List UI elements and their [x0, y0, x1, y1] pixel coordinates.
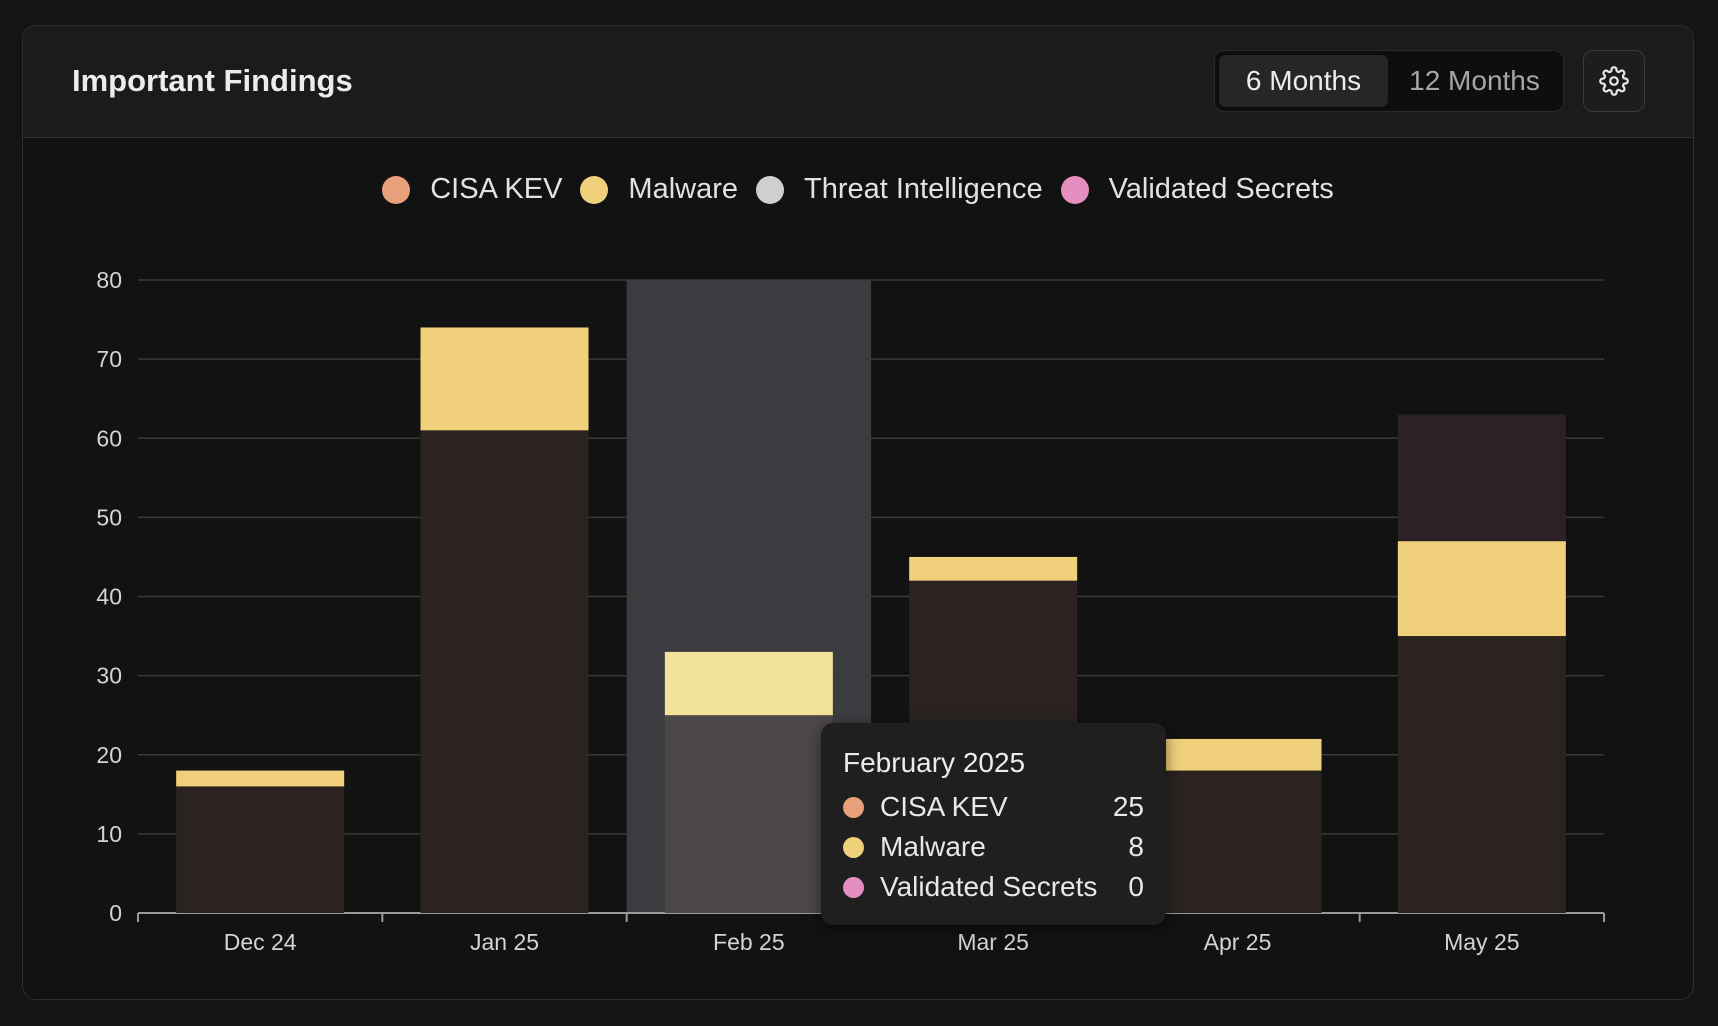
tooltip-label: Validated Secrets	[880, 871, 1098, 902]
bar-cisa-kev	[1153, 770, 1322, 913]
tooltip-label: CISA KEV	[880, 791, 1008, 822]
x-tick-label: Apr 25	[1204, 929, 1272, 955]
legend-item-cisa-kev[interactable]: CISA KEV	[382, 173, 562, 206]
tooltip-value: 0	[1128, 871, 1144, 902]
y-tick-label: 80	[96, 267, 122, 293]
bar-malware	[664, 651, 833, 716]
chart-tooltip: February 2025 CISA KEV 25 Malware 8 Vali…	[821, 723, 1166, 925]
x-tick-label: Dec 24	[224, 929, 297, 955]
legend-label: Malware	[628, 173, 738, 205]
bar-cisa-kev	[1397, 636, 1566, 913]
bar-cisa-kev	[420, 430, 589, 913]
legend-item-validated-secrets[interactable]: Validated Secrets	[1060, 173, 1334, 206]
range-12-months-button[interactable]: 12 Months	[1409, 65, 1540, 96]
x-tick-label: Jan 25	[470, 929, 539, 955]
bar-malware	[420, 327, 589, 431]
bar-malware	[1153, 738, 1322, 771]
x-tick-label: Feb 25	[713, 929, 785, 955]
tooltip-row-cisa-kev: CISA KEV 25	[843, 787, 1144, 827]
settings-button[interactable]	[1583, 50, 1645, 112]
x-tick-label: Mar 25	[957, 929, 1029, 955]
x-tick-label: May 25	[1444, 929, 1519, 955]
legend-label: Threat Intelligence	[804, 173, 1043, 205]
tooltip-value: 25	[1112, 791, 1144, 822]
tooltip-title: February 2025	[843, 747, 1026, 778]
y-tick-label: 10	[96, 821, 122, 847]
y-tick-label: 0	[109, 900, 122, 926]
tooltip-dot	[843, 836, 864, 858]
bar-malware	[909, 556, 1078, 581]
bar-malware	[1397, 541, 1566, 637]
y-tick-label: 30	[96, 663, 122, 689]
range-toggle: 6 Months 12 Months	[1214, 50, 1564, 112]
y-tick-label: 20	[96, 742, 122, 768]
legend-item-malware[interactable]: Malware	[580, 173, 738, 206]
legend-dot	[580, 175, 609, 204]
tooltip-label: Malware	[880, 831, 986, 862]
tooltip-dot	[843, 796, 864, 818]
tooltip-row-malware: Malware 8	[843, 827, 1144, 867]
y-tick-label: 50	[96, 504, 122, 530]
bar-validated-secrets	[1397, 414, 1566, 542]
card-header: Important Findings 6 Months 12 Months	[23, 26, 1693, 138]
tooltip-value: 8	[1128, 831, 1144, 862]
bar-cisa-kev	[176, 786, 345, 913]
card-title: Important Findings	[72, 63, 353, 98]
bar-malware	[176, 770, 345, 787]
legend-dot	[382, 175, 411, 204]
legend-dot	[756, 175, 784, 204]
legend-label: Validated Secrets	[1108, 173, 1334, 205]
y-tick-label: 60	[96, 425, 122, 451]
legend-dot	[1060, 175, 1089, 204]
y-tick-label: 40	[96, 584, 122, 610]
legend-item-threat-intelligence[interactable]: Threat Intelligence	[756, 173, 1043, 206]
tooltip-row-validated-secrets: Validated Secrets 0	[843, 867, 1144, 907]
y-tick-label: 70	[96, 346, 122, 372]
tooltip-dot	[843, 876, 864, 898]
gear-icon	[1599, 66, 1629, 96]
important-findings-card: Important Findings 6 Months 12 Months CI…	[22, 25, 1694, 1000]
range-6-months-button[interactable]: 6 Months	[1219, 55, 1388, 107]
legend-label: CISA KEV	[430, 173, 563, 205]
chart-legend: CISA KEV Malware Threat Intelligence Val…	[23, 173, 1693, 206]
bar-cisa-kev	[664, 715, 833, 913]
